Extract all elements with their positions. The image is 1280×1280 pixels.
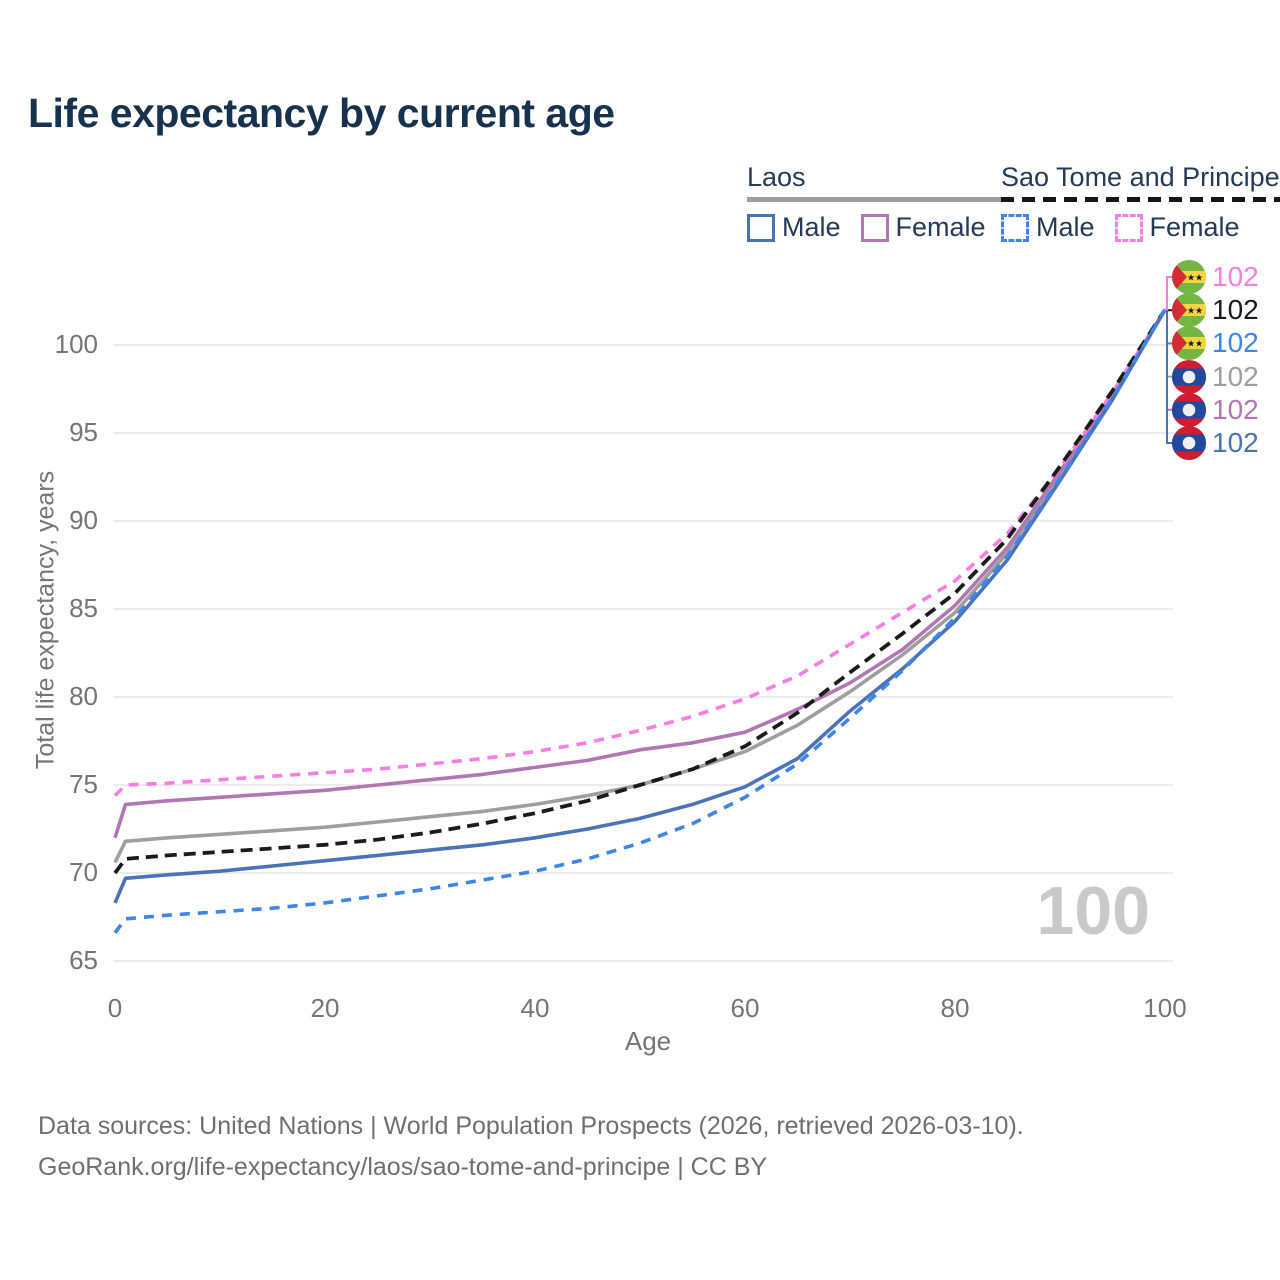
laos-flag-icon — [1172, 359, 1206, 394]
legend-laos-title: Laos — [747, 162, 806, 192]
end-label-value: 102 — [1212, 393, 1259, 425]
y-tick-label: 90 — [69, 505, 98, 535]
series-line-laos_male — [113, 308, 1167, 904]
legend-laos-male-label: Male — [782, 212, 841, 242]
svg-text:★: ★ — [1187, 339, 1195, 349]
laos-flag — [1172, 359, 1206, 394]
x-tick-label: 0 — [107, 993, 123, 1023]
series-line-stp_female — [113, 308, 1167, 797]
svg-text:★: ★ — [1187, 306, 1195, 316]
x-axis-title: Age — [624, 1026, 672, 1056]
legend-sao-tome-female-label: Female — [1149, 212, 1240, 242]
laos-flag — [1172, 426, 1206, 460]
legend-sao-tome-female[interactable]: Female — [1114, 212, 1240, 243]
footer-data-sources: Data sources: United Nations | World Pop… — [38, 1112, 1024, 1140]
y-tick-label: 100 — [54, 329, 98, 359]
end-label-row: ★ ★ 102 — [1172, 260, 1259, 294]
series-line-stp_all — [113, 308, 1167, 875]
x-tick-label: 80 — [940, 993, 970, 1023]
page-title: Life expectancy by current age — [28, 90, 615, 136]
end-label-row: 102 — [1172, 392, 1259, 427]
legend-laos-underline — [747, 197, 1006, 202]
laos-flag — [1172, 392, 1206, 427]
legend-laos-female-label: Female — [895, 212, 986, 242]
legend-sao-tome: Sao Tome and Principe Male Female — [1001, 162, 1280, 243]
end-label-connector — [1165, 276, 1172, 311]
gridline-y-100 — [113, 344, 1173, 346]
legend-laos-female[interactable]: Female — [860, 212, 986, 243]
gridline-y-65 — [113, 960, 1173, 962]
series-line-stp_male — [113, 308, 1167, 934]
end-label-value: 102 — [1212, 360, 1259, 392]
x-tick-label: 40 — [520, 993, 550, 1023]
sao-tome-female-swatch-icon — [1114, 213, 1143, 242]
laos-male-swatch-icon — [747, 213, 775, 242]
gridline-y-75 — [113, 784, 1173, 786]
sao-tome-flag-icon: ★ ★ — [1172, 260, 1206, 294]
y-tick-label: 80 — [69, 681, 98, 711]
gridline-y-85 — [113, 608, 1173, 610]
end-label-row: ★ ★ 102 — [1172, 326, 1259, 361]
legend-sao-tome-underline — [1001, 197, 1280, 202]
end-label-row: 102 — [1172, 359, 1259, 394]
legend-sao-tome-items: Male Female — [1001, 212, 1280, 243]
y-tick-label: 65 — [69, 945, 98, 975]
sao-tome-flag-icon: ★ ★ — [1172, 293, 1206, 328]
end-label-connector — [1165, 308, 1172, 411]
laos-flag-icon — [1172, 426, 1206, 460]
svg-text:★: ★ — [1195, 339, 1203, 349]
age-watermark: 100 — [1036, 873, 1150, 949]
end-label-connector — [1165, 308, 1172, 345]
y-tick-label: 95 — [69, 417, 98, 447]
gridline-y-95 — [113, 432, 1173, 434]
svg-text:★: ★ — [1195, 273, 1203, 283]
footer-attribution: GeoRank.org/life-expectancy/laos/sao-tom… — [38, 1153, 768, 1181]
legend-laos-items: Male Female — [747, 212, 1006, 243]
sao-tome-flag-icon: ★ ★ — [1172, 326, 1206, 361]
legend-laos: Laos Male Female — [747, 162, 1006, 243]
legend-sao-tome-title: Sao Tome and Principe — [1001, 162, 1280, 192]
legend-sao-tome-male[interactable]: Male — [1001, 212, 1095, 243]
legend-sao-tome-male-label: Male — [1036, 212, 1095, 242]
end-label-row: ★ ★ 102 — [1172, 293, 1259, 328]
sao-tome-flag: ★ ★ — [1172, 260, 1206, 294]
series-line-laos_female — [113, 308, 1167, 839]
end-label-value: 102 — [1212, 427, 1259, 458]
y-tick-label: 75 — [69, 769, 98, 799]
sao-tome-male-swatch-icon — [1001, 213, 1029, 242]
sao-tome-flag: ★ ★ — [1172, 326, 1206, 361]
footer: Data sources: United Nations | World Pop… — [38, 1106, 1024, 1188]
sao-tome-flag: ★ ★ — [1172, 293, 1206, 328]
x-tick-label: 20 — [310, 993, 340, 1023]
series-lines — [113, 308, 1167, 934]
end-label-row: 102 — [1172, 426, 1259, 460]
x-tick-label: 60 — [730, 993, 760, 1023]
laos-female-swatch-icon — [860, 213, 889, 242]
x-tick-label: 100 — [1143, 993, 1187, 1023]
end-label-value: 102 — [1212, 261, 1259, 292]
svg-text:★: ★ — [1195, 306, 1203, 316]
end-label-value: 102 — [1212, 294, 1259, 326]
legend-laos-male[interactable]: Male — [747, 212, 841, 243]
series-line-laos_all — [113, 308, 1167, 864]
y-tick-label: 70 — [69, 857, 98, 887]
end-label-value: 102 — [1212, 327, 1259, 359]
end-label-connector — [1165, 308, 1172, 444]
end-label-connectors — [1165, 276, 1172, 444]
gridline-y-90 — [113, 520, 1173, 522]
laos-flag-icon — [1172, 392, 1206, 427]
gridline-y-80 — [113, 696, 1173, 698]
svg-text:★: ★ — [1187, 273, 1195, 283]
y-tick-label: 85 — [69, 593, 98, 623]
